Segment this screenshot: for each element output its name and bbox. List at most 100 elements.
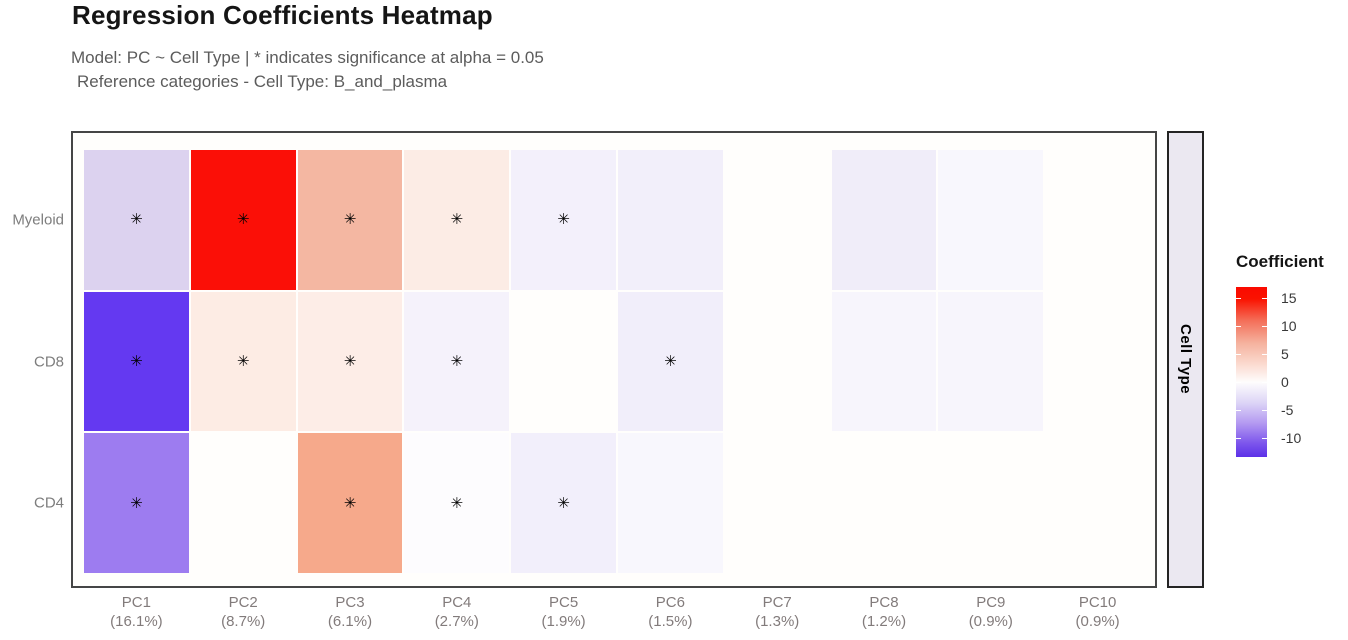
x-axis-pc-variance: (1.9%)	[541, 612, 586, 630]
x-axis-pc-name: PC4	[442, 594, 472, 611]
heatmap-cell-CD8-PC9	[938, 291, 1044, 432]
legend-tick-mark	[1236, 326, 1241, 327]
heatmap-cell-CD4-PC3: ✳	[297, 433, 403, 573]
x-axis-pc-name: PC9	[976, 594, 1006, 611]
heatmap-cell-Myeloid-PC6	[618, 150, 723, 290]
significance-asterisk: ✳	[343, 494, 357, 512]
significance-asterisk: ✳	[557, 211, 570, 229]
heatmap-cell-Myeloid-PC3: ✳	[297, 150, 403, 290]
heatmap-cell-Myeloid-PC1: ✳	[84, 150, 189, 290]
x-axis-pc-name: PC6	[655, 594, 685, 611]
legend-tick-mark	[1262, 326, 1267, 327]
heatmap-cell-Myeloid-PC8	[831, 150, 937, 290]
facet-strip-label: Cell Type	[1177, 324, 1194, 395]
x-axis-labels: PC1 (16.1%) PC2 (8.7%) PC3 (6.1%) PC4 (2.7%) PC5…	[84, 594, 1150, 632]
significance-asterisk: ✳	[236, 352, 250, 370]
x-axis-pc-name: PC2	[228, 594, 258, 611]
x-axis-label-PC7: PC7 (1.3%)	[725, 594, 830, 632]
heatmap-cell-CD8-PC2: ✳	[190, 291, 296, 432]
heatmap-cell-CD8-PC3: ✳	[297, 291, 403, 432]
x-axis-pc-name: PC5	[549, 594, 579, 611]
x-axis-label-PC8: PC8 (1.2%)	[832, 594, 937, 632]
x-axis-label-PC5: PC5 (1.9%)	[511, 594, 616, 632]
y-axis-label-CD8: CD8	[33, 353, 64, 370]
legend-tick-mark	[1236, 438, 1241, 439]
y-axis-label-Myeloid: Myeloid	[12, 211, 64, 229]
heatmap-grid: ✳ ✳ ✳ ✳ ✳ ✳ ✳ ✳ ✳ ✳ ✳ ✳ ✳ ✳	[73, 133, 1155, 586]
x-axis-pc-variance: (1.5%)	[648, 612, 693, 630]
significance-asterisk: ✳	[450, 211, 464, 229]
heatmap-cell-Myeloid-PC5: ✳	[511, 150, 616, 290]
significance-asterisk: ✳	[130, 352, 143, 370]
heatmap-cell-CD4-PC10	[1045, 433, 1150, 573]
x-axis-pc-variance: (1.3%)	[755, 612, 800, 630]
legend-tick-mark	[1236, 410, 1241, 411]
y-axis-labels: Myeloid CD8 CD4	[0, 0, 64, 640]
chart-subtitle-reference: Reference categories - Cell Type: B_and_…	[77, 72, 448, 91]
heatmap-cell-CD8-PC1: ✳	[84, 291, 189, 432]
legend-tick-mark	[1262, 410, 1267, 411]
x-axis-pc-variance: (1.2%)	[861, 612, 907, 630]
significance-asterisk: ✳	[557, 494, 570, 512]
heatmap-cell-CD4-PC7	[724, 433, 830, 573]
legend-tick-label-15: 15	[1281, 290, 1297, 306]
heatmap-cell-Myeloid-PC9	[938, 150, 1044, 290]
x-axis-pc-name: PC1	[121, 594, 151, 611]
legend-tick-mark	[1262, 354, 1267, 355]
x-axis-pc-variance: (0.9%)	[1075, 612, 1120, 630]
chart-subtitle-model: Model: PC ~ Cell Type | * indicates sign…	[71, 48, 544, 67]
x-axis-pc-variance: (16.1%)	[110, 612, 163, 630]
heatmap-cell-CD4-PC4: ✳	[404, 433, 510, 573]
chart-title: Regression Coefficients Heatmap	[72, 0, 493, 30]
legend-tick-label--5: -5	[1281, 402, 1294, 418]
heatmap-cell-CD8-PC8	[831, 291, 937, 432]
legend-tick-mark	[1262, 382, 1267, 383]
significance-asterisk: ✳	[343, 352, 357, 370]
x-axis-label-PC10: PC10 (0.9%)	[1045, 594, 1150, 632]
heatmap-cell-CD4-PC9	[938, 433, 1044, 573]
x-axis-pc-variance: (2.7%)	[434, 612, 479, 630]
heatmap-cell-CD4-PC1: ✳	[84, 433, 189, 573]
legend-tick-mark	[1236, 298, 1241, 299]
heatmap-cell-Myeloid-PC4: ✳	[404, 150, 510, 290]
heatmap-cell-CD4-PC2	[190, 433, 296, 573]
x-axis-pc-name: PC8	[869, 594, 899, 611]
heatmap-cell-Myeloid-PC2: ✳	[190, 150, 296, 290]
heatmap-panel: ✳ ✳ ✳ ✳ ✳ ✳ ✳ ✳ ✳ ✳ ✳ ✳ ✳ ✳	[71, 131, 1157, 588]
x-axis-label-PC2: PC2 (8.7%)	[191, 594, 296, 632]
heatmap-cell-CD8-PC5	[511, 291, 616, 432]
x-axis-label-PC3: PC3 (6.1%)	[298, 594, 403, 632]
heatmap-cell-CD8-PC6: ✳	[618, 291, 723, 432]
significance-asterisk: ✳	[130, 211, 143, 229]
significance-asterisk: ✳	[343, 211, 357, 229]
significance-asterisk: ✳	[664, 352, 677, 370]
coefficient-legend: Coefficient 15 10 5 0 -5 -10	[1233, 252, 1348, 467]
heatmap-cell-CD4-PC5: ✳	[511, 433, 616, 573]
x-axis-pc-variance: (0.9%)	[968, 612, 1013, 630]
x-axis-label-PC9: PC9 (0.9%)	[938, 594, 1043, 632]
significance-asterisk: ✳	[236, 211, 250, 229]
heatmap-cell-CD8-PC7	[724, 291, 830, 432]
legend-tick-label-10: 10	[1281, 318, 1297, 334]
heatmap-cell-Myeloid-PC7	[724, 150, 830, 290]
x-axis-label-PC6: PC6 (1.5%)	[618, 594, 723, 632]
legend-title: Coefficient	[1236, 252, 1324, 271]
significance-asterisk: ✳	[130, 494, 143, 512]
heatmap-cell-CD8-PC10	[1045, 291, 1150, 432]
heatmap-cell-Myeloid-PC10	[1045, 150, 1150, 290]
x-axis-label-PC1: PC1 (16.1%)	[84, 594, 189, 632]
legend-tick-mark	[1262, 298, 1267, 299]
legend-tick-mark	[1262, 438, 1267, 439]
facet-strip-cell-type: Cell Type	[1167, 131, 1204, 588]
legend-tick-label-5: 5	[1281, 346, 1289, 362]
legend-tick-mark	[1236, 354, 1241, 355]
x-axis-pc-variance: (6.1%)	[327, 612, 373, 630]
legend-tick-label--10: -10	[1281, 430, 1302, 446]
heatmap-cell-CD8-PC4: ✳	[404, 291, 510, 432]
heatmap-cell-CD4-PC8	[831, 433, 937, 573]
x-axis-pc-variance: (8.7%)	[221, 612, 266, 630]
x-axis-pc-name: PC7	[762, 594, 792, 611]
significance-asterisk: ✳	[450, 494, 464, 512]
x-axis-pc-name: PC3	[335, 594, 365, 611]
x-axis-label-PC4: PC4 (2.7%)	[404, 594, 509, 632]
